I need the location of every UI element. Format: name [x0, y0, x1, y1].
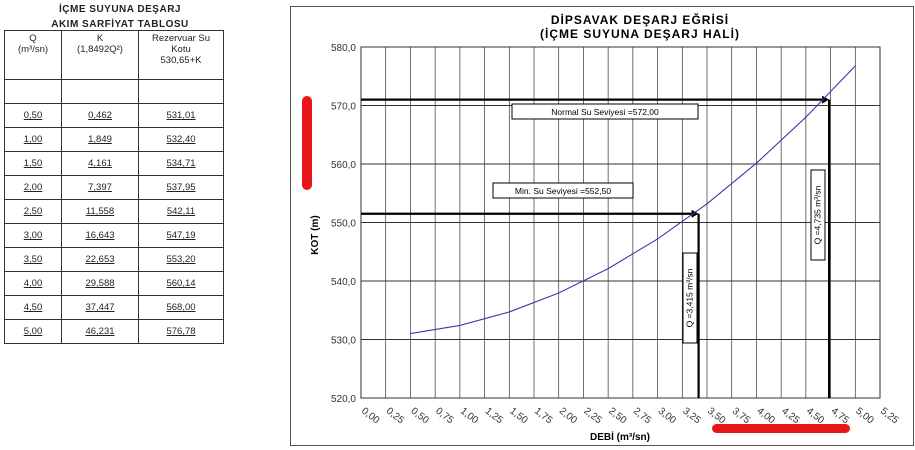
header-k-line1: K	[96, 33, 104, 44]
table-cell: 5,00	[4, 319, 62, 344]
y-axis-label: KOT (m)	[310, 215, 321, 254]
table-cell: 2,50	[4, 199, 62, 224]
table-title-line1: İÇME SUYUNA DEŞARJ	[59, 4, 181, 15]
header-level-line1: Rezervuar Su	[151, 33, 211, 44]
header-k: K (1,8492Q²)	[61, 30, 139, 80]
x-tick-label: 5,00	[853, 406, 875, 427]
red-highlight-x	[712, 424, 850, 433]
y-tick-label: 560,0	[331, 160, 356, 171]
table-cell: 534,71	[138, 151, 224, 176]
table-row	[4, 79, 224, 104]
y-tick-label: 580,0	[331, 43, 356, 54]
header-level-line3: 530,65+K	[160, 55, 202, 66]
y-tick-label: 530,0	[331, 336, 356, 347]
table-row: 2,00 7,397 537,95	[4, 175, 224, 200]
header-q-line1: Q	[29, 33, 37, 44]
table-cell: 4,00	[4, 271, 62, 296]
normal-level-arrowhead	[822, 95, 830, 104]
table-cell: 568,00	[138, 295, 224, 320]
x-tick-label: 4,75	[829, 406, 851, 427]
table-cell: 46,231	[61, 319, 139, 344]
normal-discharge-label: Q =4,735 m³/sn	[812, 185, 822, 244]
header-q-line2: (m³/sn)	[17, 44, 49, 55]
chart-subtitle: (İÇME SUYUNA DEŞARJ HALİ)	[540, 26, 740, 41]
x-tick-label: 2,50	[606, 406, 628, 427]
red-highlight-y	[302, 96, 312, 190]
table-cell: 576,78	[138, 319, 224, 344]
x-tick-label: 1,25	[483, 406, 505, 427]
chart-frame	[290, 6, 914, 446]
min-level-label-box	[492, 182, 634, 199]
table-row: 4,50 37,447 568,00	[4, 295, 224, 320]
x-tick-label: 2,00	[557, 406, 579, 427]
x-tick-label: 1,75	[532, 406, 554, 427]
x-tick-label: 3,25	[680, 406, 702, 427]
table-row: 0,50 0,462 531,01	[4, 103, 224, 128]
header-level-line2: Kotu	[171, 44, 191, 55]
table-cell: 0,462	[61, 103, 139, 128]
x-tick-label: 2,25	[582, 406, 604, 427]
series-line	[410, 65, 856, 335]
y-tick-label: 570,0	[331, 102, 356, 113]
x-tick-label: 0,00	[359, 406, 381, 427]
normal-level-label-box	[511, 103, 699, 120]
flow-table-block: İÇME SUYUNA DEŞARJ AKIM SARFİYAT TABLOSU	[0, 0, 240, 30]
table-cell: 1,849	[61, 127, 139, 152]
y-tick-label: 550,0	[331, 219, 356, 230]
min-level-arrowhead	[691, 209, 699, 218]
normal-level-label: Normal Su Seviyesi =572,00	[551, 107, 659, 117]
table-title-line2: AKIM SARFİYAT TABLOSU	[51, 19, 189, 30]
y-tick-label: 540,0	[331, 277, 356, 288]
y-tick-label: 520,0	[331, 394, 356, 405]
table-cell: 547,19	[138, 223, 224, 248]
x-tick-label: 3,75	[730, 406, 752, 427]
normal-discharge-label-box	[810, 169, 826, 261]
x-tick-label: 5,25	[878, 406, 900, 427]
table-cell: 4,161	[61, 151, 139, 176]
x-tick-label: 4,25	[779, 406, 801, 427]
table-header-row: Q (m³/sn) K (1,8492Q²) Rezervuar Su Kotu 530…	[4, 30, 224, 80]
table-cell: 1,00	[4, 127, 62, 152]
table-row: 5,00 46,231 576,78	[4, 319, 224, 344]
x-tick-label: 0,75	[433, 406, 455, 427]
min-discharge-label-box	[682, 252, 698, 344]
table-cell: 3,50	[4, 247, 62, 272]
x-tick-label: 0,25	[384, 406, 406, 427]
table-cell: 3,00	[4, 223, 62, 248]
header-level: Rezervuar Su Kotu 530,65+K	[138, 30, 224, 80]
x-tick-label: 2,75	[631, 406, 653, 427]
header-q: Q (m³/sn)	[4, 30, 62, 80]
x-axis-label: DEBİ (m³/sn)	[590, 430, 650, 443]
header-k-line2: (1,8492Q²)	[77, 44, 123, 55]
table-cell: 532,40	[138, 127, 224, 152]
table-row: 1,00 1,849 532,40	[4, 127, 224, 152]
table-cell: 537,95	[138, 175, 224, 200]
flow-table: Q (m³/sn) K (1,8492Q²) Rezervuar Su Kotu 530…	[4, 30, 224, 344]
table-cell: 2,00	[4, 175, 62, 200]
table-cell: 1,50	[4, 151, 62, 176]
min-discharge-label: Q =3,415 m³/sn	[684, 268, 694, 327]
table-cell: 542,11	[138, 199, 224, 224]
min-level-label: Min. Su Seviyesi =552,50	[515, 186, 611, 196]
x-tick-label: 3,00	[656, 406, 678, 427]
x-tick-label: 1,00	[458, 406, 480, 427]
table-cell	[138, 79, 224, 104]
x-tick-label: 4,50	[804, 406, 826, 427]
table-cell: 7,397	[61, 175, 139, 200]
table-cell: 37,447	[61, 295, 139, 320]
x-tick-label: 0,50	[409, 406, 431, 427]
x-tick-label: 3,50	[705, 406, 727, 427]
table-row: 1,50 4,161 534,71	[4, 151, 224, 176]
chart-title: DİPSAVAK DEŞARJ EĞRİSİ	[551, 12, 729, 27]
x-tick-label: 4,00	[755, 406, 777, 427]
table-cell: 0,50	[4, 103, 62, 128]
table-row: 2,50 11,558 542,11	[4, 199, 224, 224]
x-tick-label: 1,50	[507, 406, 529, 427]
